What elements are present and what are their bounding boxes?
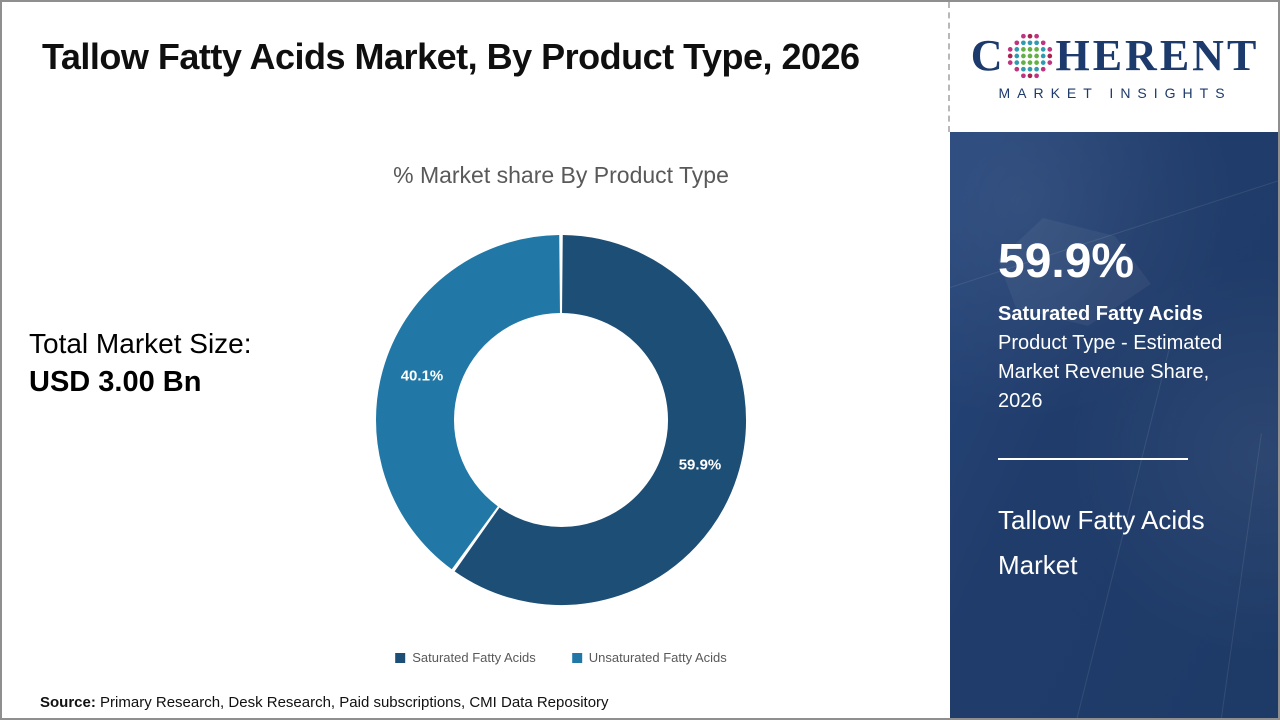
market-name: Tallow Fatty Acids Market	[998, 505, 1205, 580]
page-title: Tallow Fatty Acids Market, By Product Ty…	[42, 36, 860, 77]
logo-wordmark: C HERENT	[971, 33, 1260, 79]
sidebar-divider	[998, 458, 1188, 460]
total-market-value: USD 3.00 Bn	[29, 366, 202, 398]
source-label: Source:	[40, 694, 96, 711]
donut-chart-area: 59.9% 40.1%	[375, 234, 747, 606]
key-stat-segment: Saturated Fatty Acids	[998, 303, 1203, 325]
legend-marker-icon	[395, 652, 406, 663]
donut-slice-1	[454, 235, 746, 605]
total-market-label: Total Market Size:	[29, 328, 252, 359]
highlight-sidebar: 59.9% Saturated Fatty Acids Product Type…	[950, 132, 1278, 718]
chart-legend: Saturated Fatty Acids Unsaturated Fatty A…	[395, 650, 727, 665]
total-market-size: Total Market Size: USD 3.00 Bn	[29, 325, 252, 401]
source-text: Primary Research, Desk Research, Paid su…	[100, 694, 609, 711]
logo-letter-start: C	[970, 31, 1006, 80]
logo-subtitle: MARKET INSIGHTS	[998, 85, 1232, 101]
chart-title: % Market share By Product Type	[393, 162, 729, 188]
key-stat-value: 59.9%	[998, 235, 1135, 288]
logo-letters-end: HERENT	[1055, 31, 1260, 80]
key-stat-description: Product Type - Estimated Market Revenue …	[998, 332, 1223, 412]
legend-label: Saturated Fatty Acids	[412, 650, 536, 665]
legend-marker-icon	[571, 652, 582, 663]
donut-chart: 59.9% 40.1%	[376, 235, 746, 605]
donut-slice-2	[376, 235, 561, 570]
legend-label: Unsaturated Fatty Acids	[588, 650, 727, 665]
sidebar-content: 59.9% Saturated Fatty Acids Product Type…	[950, 132, 1278, 588]
slice-data-label: 59.9%	[679, 457, 722, 474]
legend-item: Saturated Fatty Acids	[395, 650, 536, 665]
globe-dots-icon	[1008, 33, 1053, 79]
brand-logo: C HERENT MARKET INSIGHTS	[948, 2, 1278, 132]
legend-item: Unsaturated Fatty Acids	[571, 650, 727, 665]
slice-data-label: 40.1%	[401, 367, 444, 384]
source-note: Source: Primary Research, Desk Research,…	[40, 694, 609, 711]
